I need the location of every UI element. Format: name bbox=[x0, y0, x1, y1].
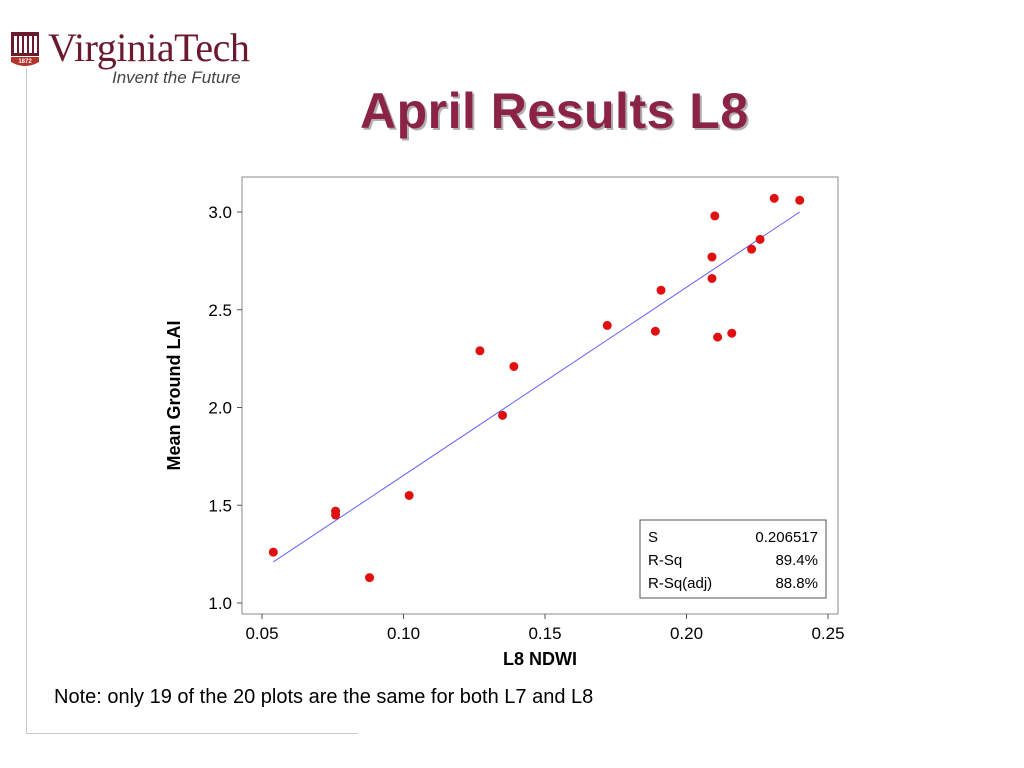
y-tick-label: 1.5 bbox=[208, 496, 232, 515]
y-tick-label: 3.0 bbox=[208, 203, 232, 222]
data-point bbox=[602, 320, 612, 330]
data-point bbox=[707, 273, 717, 283]
slide-guide-vertical bbox=[26, 68, 27, 734]
virginia-tech-logo: 1872 VirginiaTech Invent the Future bbox=[8, 25, 268, 92]
data-point bbox=[331, 510, 341, 520]
data-point bbox=[365, 573, 375, 583]
stats-label: R-Sq(adj) bbox=[648, 575, 712, 592]
data-point bbox=[656, 285, 666, 295]
data-point bbox=[509, 361, 519, 371]
data-point bbox=[707, 252, 717, 262]
logo-wordmark: VirginiaTech bbox=[48, 25, 250, 70]
x-tick-label: 0.05 bbox=[245, 624, 278, 643]
x-tick-label: 0.25 bbox=[811, 624, 844, 643]
data-point bbox=[713, 332, 723, 342]
data-point bbox=[404, 490, 414, 500]
data-point bbox=[710, 211, 720, 221]
y-tick-label: 2.5 bbox=[208, 301, 232, 320]
data-point bbox=[795, 195, 805, 205]
y-tick-label: 2.0 bbox=[208, 399, 232, 418]
regression-line bbox=[273, 211, 800, 563]
data-point bbox=[650, 326, 660, 336]
virginia-tech-seal-icon: 1872 bbox=[11, 32, 39, 66]
data-point bbox=[747, 244, 757, 254]
data-point bbox=[268, 547, 278, 557]
y-tick-label: 1.0 bbox=[208, 594, 232, 613]
scatter-chart: 0.05 0.10 0.15 0.20 0.25 1.0 1.5 2.0 2.5 3.0 L8 ND… bbox=[164, 176, 845, 669]
data-point bbox=[475, 346, 485, 356]
x-axis-label: L8 NDWI bbox=[503, 649, 577, 669]
data-point bbox=[769, 193, 779, 203]
stats-value: 0.206517 bbox=[755, 529, 818, 546]
slide-note: Note: only 19 of the 20 plots are the sa… bbox=[54, 686, 594, 708]
svg-text:1872: 1872 bbox=[18, 59, 32, 65]
y-axis-label: Mean Ground LAI bbox=[164, 321, 184, 471]
data-point bbox=[498, 410, 508, 420]
logo-tagline: Invent the Future bbox=[112, 68, 241, 87]
x-tick-label: 0.10 bbox=[387, 624, 420, 643]
stats-value: 89.4% bbox=[775, 552, 818, 569]
stats-label: S bbox=[648, 529, 658, 546]
stats-label: R-Sq bbox=[648, 552, 682, 569]
slide-guide-horizontal bbox=[26, 733, 358, 734]
x-tick-label: 0.20 bbox=[670, 624, 703, 643]
data-point bbox=[727, 328, 737, 338]
data-point bbox=[755, 234, 765, 244]
stats-box bbox=[639, 519, 827, 599]
stats-value: 88.8% bbox=[775, 575, 818, 592]
slide-title: April Results L8 bbox=[360, 83, 749, 139]
x-tick-label: 0.15 bbox=[528, 624, 561, 643]
